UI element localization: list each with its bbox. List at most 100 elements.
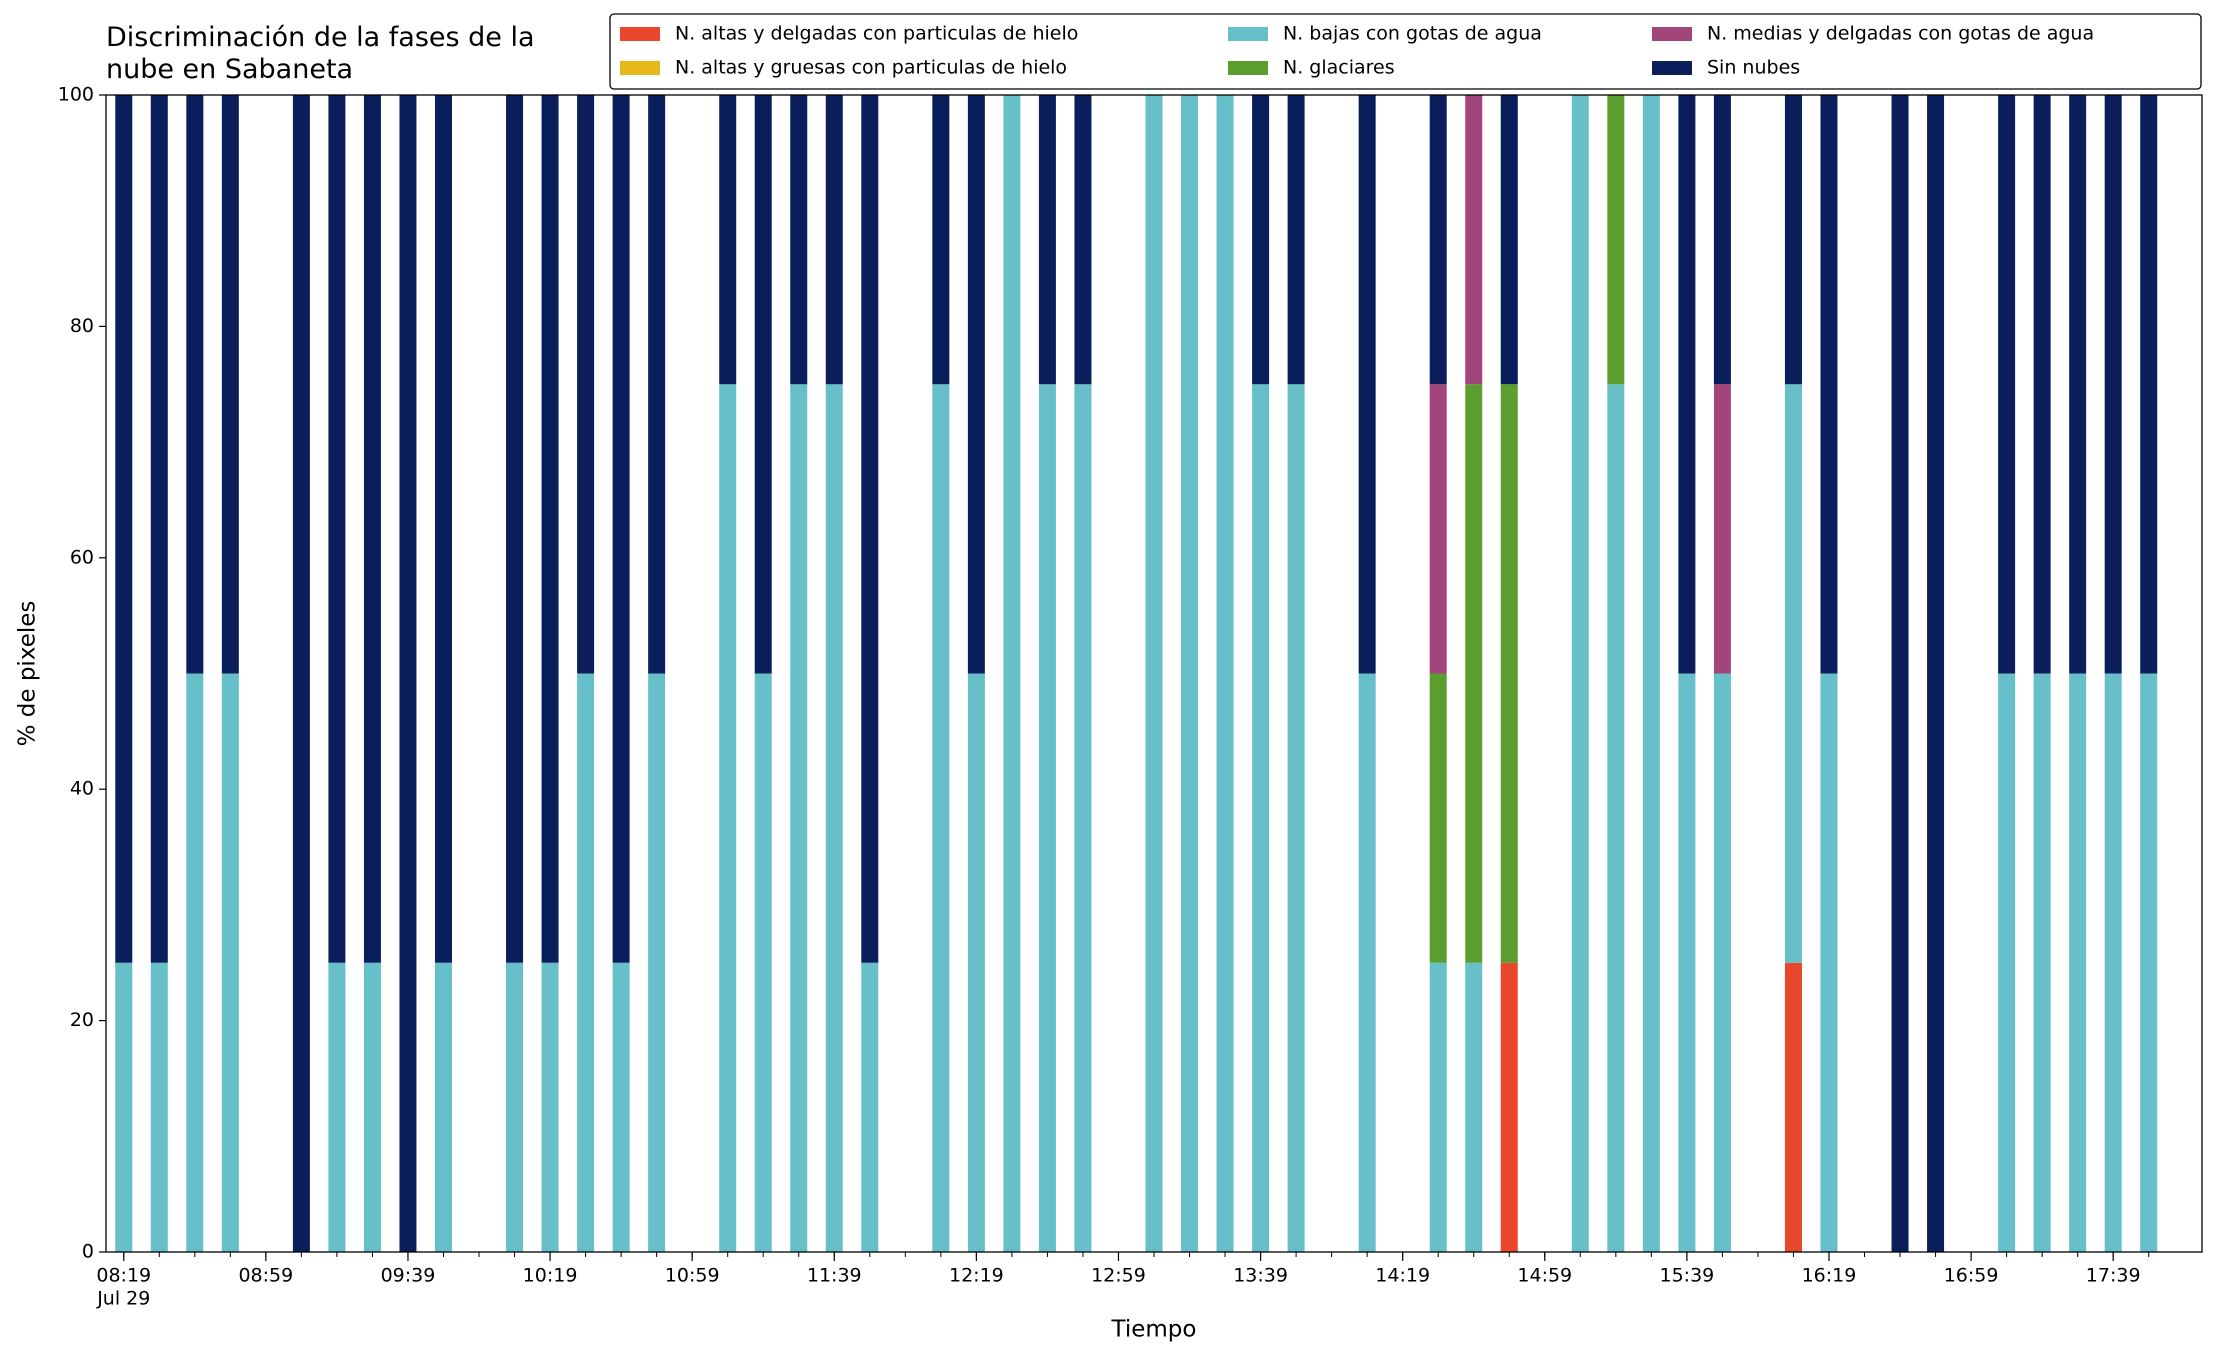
- bar-segment: [2033, 95, 2051, 674]
- y-tick-label: 40: [70, 778, 94, 800]
- bar-segment: [932, 384, 950, 1252]
- bar-segment: [2140, 95, 2158, 674]
- bar-segment: [292, 95, 310, 1252]
- bar-segment: [1713, 95, 1731, 385]
- y-tick-label: 100: [58, 84, 94, 106]
- bar-segment: [1784, 384, 1802, 963]
- bar-segment: [186, 95, 204, 674]
- bar-segment: [1003, 95, 1021, 1252]
- x-tick-label: 14:59: [1517, 1265, 1572, 1287]
- bar-segment: [1500, 95, 1518, 385]
- bar-segment: [1145, 95, 1163, 1252]
- bar-segment: [1642, 95, 1660, 1252]
- bar-segment: [1074, 95, 1092, 385]
- x-tick-label: 08:59: [238, 1265, 293, 1287]
- x-tick-label: 15:39: [1659, 1265, 1714, 1287]
- bar-segment: [1038, 95, 1056, 385]
- bar-segment: [541, 95, 559, 963]
- bar-segment: [612, 95, 630, 963]
- bar-segment: [221, 95, 239, 674]
- y-tick-label: 80: [70, 315, 94, 337]
- legend-box: [609, 13, 2202, 90]
- bar-segment: [1607, 95, 1625, 385]
- bar-segment: [2104, 673, 2122, 1252]
- plot-frame: [105, 94, 2203, 1253]
- bar-segment: [1678, 673, 1696, 1252]
- legend-swatch: [620, 27, 660, 41]
- bar-segment: [399, 95, 417, 1252]
- bar-segment: [1216, 95, 1234, 1252]
- x-tick-label: 14:19: [1375, 1265, 1430, 1287]
- bar-segment: [2140, 673, 2158, 1252]
- bar-segment: [2069, 95, 2087, 674]
- bar-segment: [1784, 962, 1802, 1252]
- legend-label: Sin nubes: [1707, 57, 1800, 79]
- bar-segment: [1500, 962, 1518, 1252]
- bar-segment: [1465, 962, 1483, 1252]
- x-tick-label: 12:59: [1091, 1265, 1146, 1287]
- legend-label: N. altas y gruesas con particulas de hie…: [675, 57, 1067, 79]
- bar-segment: [115, 962, 133, 1252]
- x-tick-label: 13:39: [1233, 1265, 1288, 1287]
- bar-segment: [1713, 673, 1731, 1252]
- bar-segment: [1287, 95, 1305, 385]
- bar-segment: [1678, 95, 1696, 674]
- legend-label: N. bajas con gotas de agua: [1283, 23, 1542, 45]
- bar-segment: [719, 95, 737, 385]
- bar-segment: [932, 95, 950, 385]
- bar-segment: [1713, 384, 1731, 674]
- bar-segment: [186, 673, 204, 1252]
- x-tick-label: 08:19: [96, 1265, 151, 1287]
- bar-segment: [150, 962, 168, 1252]
- x-tick-label: 11:39: [807, 1265, 862, 1287]
- legend-swatch: [1652, 61, 1692, 75]
- bar-segment: [506, 95, 524, 963]
- bar-segment: [328, 962, 346, 1252]
- bar-segment: [790, 95, 808, 385]
- chart-title: Discriminación de la fases de la nube en…: [106, 22, 535, 85]
- bar-segment: [1181, 95, 1199, 1252]
- bar-segment: [1998, 673, 2016, 1252]
- bar-segment: [1358, 95, 1376, 674]
- bar-segment: [434, 95, 452, 963]
- bar-segment: [1287, 384, 1305, 1252]
- legend-label: N. altas y delgadas con particulas de hi…: [675, 23, 1078, 45]
- y-tick-label: 20: [70, 1009, 94, 1031]
- legend-swatch: [1652, 27, 1692, 41]
- bar-segment: [754, 95, 772, 674]
- bar-segment: [221, 673, 239, 1252]
- bar-segment: [1038, 384, 1056, 1252]
- bar-segment: [861, 962, 879, 1252]
- bar-segment: [541, 962, 559, 1252]
- bar-segment: [2033, 673, 2051, 1252]
- bar-segment: [1998, 95, 2016, 674]
- bar-segment: [1571, 95, 1589, 1252]
- bar-segment: [577, 673, 595, 1252]
- bar-segment: [2069, 673, 2087, 1252]
- bar-segment: [1252, 95, 1270, 385]
- y-tick-label: 0: [82, 1241, 94, 1263]
- bar-segment: [328, 95, 346, 963]
- legend-label: N. medias y delgadas con gotas de agua: [1707, 23, 2094, 45]
- bar-segment: [1465, 95, 1483, 385]
- bar-segment: [967, 673, 985, 1252]
- bar-segment: [1429, 384, 1447, 674]
- bar-segment: [1465, 384, 1483, 963]
- x-tick-label: 10:19: [523, 1265, 578, 1287]
- bar-segment: [1358, 673, 1376, 1252]
- bar-segment: [1074, 384, 1092, 1252]
- bar-segment: [115, 95, 133, 963]
- bar-segment: [2104, 95, 2122, 674]
- bar-segment: [648, 95, 666, 674]
- x-tick-label: 16:59: [1944, 1265, 1999, 1287]
- y-tick-label: 60: [70, 546, 94, 568]
- bar-segment: [1607, 384, 1625, 1252]
- bar-segment: [719, 384, 737, 1252]
- x-tick-label: 16:19: [1802, 1265, 1857, 1287]
- bar-segment: [790, 384, 808, 1252]
- bar-segment: [967, 95, 985, 674]
- bar-segment: [1927, 95, 1945, 1252]
- legend-swatch: [620, 61, 660, 75]
